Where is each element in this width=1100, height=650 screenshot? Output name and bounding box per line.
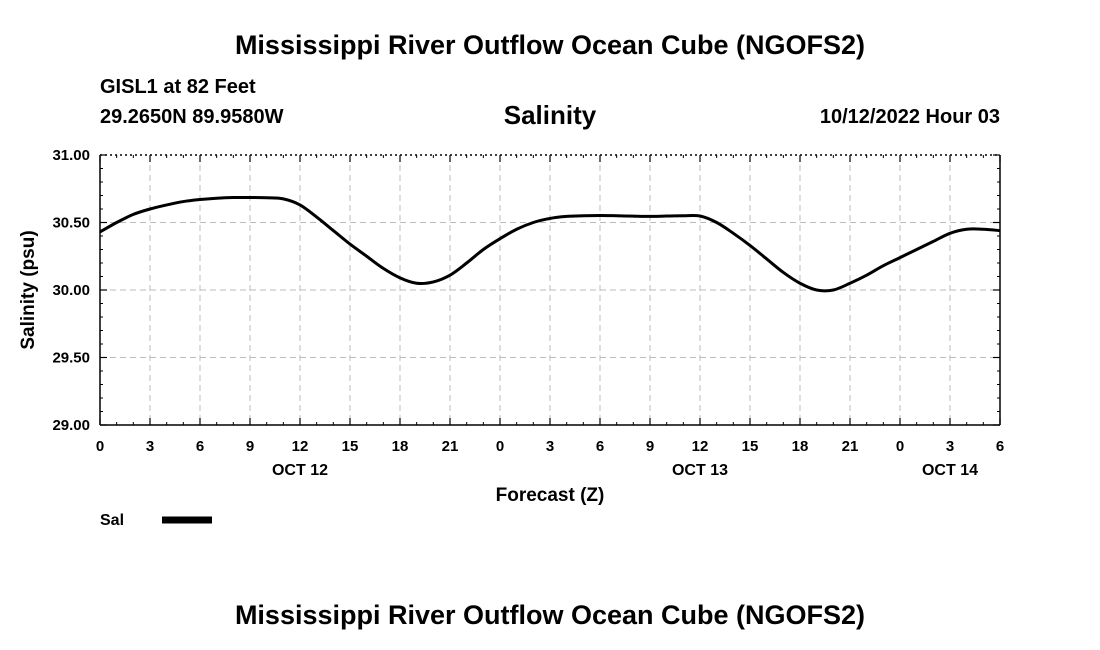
x-tick-label: 0 [96,438,104,455]
y-tick-label: 29.50 [52,350,90,367]
x-tick-label: 0 [896,438,904,455]
y-tick-label: 30.50 [52,215,90,232]
x-tick-label: 18 [392,438,409,455]
variable-title: Salinity [0,100,1100,131]
date-label: OCT 12 [272,462,328,479]
x-tick-label: 21 [842,438,859,455]
station-coordinates: 29.2650N 89.9580W [100,106,284,128]
legend: Sal [100,512,212,529]
x-tick-label: 12 [692,438,709,455]
series-layer [99,195,1001,293]
x-tick-label: 6 [196,438,204,455]
x-tick-label: 3 [546,438,554,455]
date-label: OCT 14 [922,462,978,479]
footer-title: Mississippi River Outflow Ocean Cube (NG… [234,600,866,630]
y-tick-label: 31.00 [52,147,90,164]
x-tick-label: 15 [742,438,759,455]
x-axis-label: Forecast (Z) [496,485,605,506]
x-tick-label: 6 [996,438,1004,455]
y-tick-label: 29.00 [52,417,90,434]
x-tick-label: 6 [596,438,604,455]
variable-title-text: Salinity [503,100,597,130]
x-tick-label: 9 [246,438,254,455]
axis-labels: OCT 12 OCT 13 OCT 14 Forecast (Z) Salinity (… [18,230,978,506]
x-tick-label: 3 [946,438,954,455]
y-axis-label: Salinity (psu) [18,230,39,349]
forecast-datetime: 10/12/2022 Hour 03 [819,106,1000,128]
x-tick-label: 3 [146,438,154,455]
station-label: GISL1 at 82 Feet [100,76,256,98]
y-tick-label: 30.00 [52,282,90,299]
grid-lines [100,155,1000,425]
legend-label: Sal [100,512,124,529]
chart-title: Mississippi River Outflow Ocean Cube (NG… [234,30,866,60]
salinity-series-line [99,195,1001,293]
y-axis-ticks: 29.00 29.50 30.00 30.50 31.00 [52,147,1000,434]
x-tick-label: 21 [442,438,459,455]
x-tick-label: 9 [646,438,654,455]
x-tick-label: 0 [496,438,504,455]
date-label: OCT 13 [672,462,728,479]
x-tick-label: 12 [292,438,309,455]
x-tick-label: 18 [792,438,809,455]
x-axis-ticks: 0 3 6 9 12 15 18 21 0 3 6 9 12 15 18 21 0 3 6 [96,155,1004,455]
x-tick-label: 15 [342,438,359,455]
